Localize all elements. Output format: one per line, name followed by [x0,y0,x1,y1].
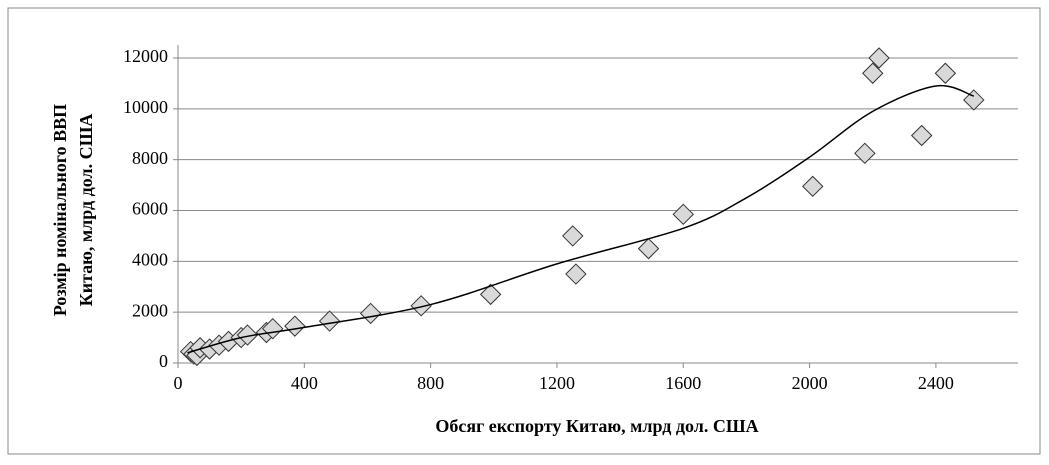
scatter-point [262,317,284,340]
scatter-point [479,283,502,306]
scatter-point [562,225,584,247]
y-tick-label: 8000 [132,148,168,168]
x-tick-label: 2000 [792,373,828,393]
y-tick-label: 2000 [132,300,168,320]
scatter-point [637,237,660,260]
x-tick-label: 400 [291,373,318,393]
y-axis-label: Розмір номінального ВВП [50,104,70,316]
scatter-point [910,124,933,147]
y-tick-label: 6000 [132,199,168,219]
scatter-point [236,324,259,346]
scatter-point [565,263,587,285]
scatter-point [284,315,306,337]
y-tick-label: 0 [159,351,168,371]
scatter-point [868,47,890,69]
y-tick-label: 12000 [123,46,168,66]
scatter-point [802,175,824,198]
scatter-point [934,62,957,84]
scatter-point [854,142,876,165]
x-tick-label: 800 [417,373,444,393]
scatter-point [318,310,341,332]
x-tick-label: 1200 [539,373,575,393]
x-axis-label: Обсяг експорту Китаю, млрд дол. США [435,416,758,436]
y-axis-label: Китаю, млрд дол. США [76,114,96,307]
x-tick-label: 2400 [918,373,954,393]
x-tick-label: 1600 [665,373,701,393]
scatter-point [410,295,432,317]
chart-frame [7,7,1041,455]
scatter-point [359,302,382,325]
scatter-point [672,203,694,226]
trendline [187,84,975,354]
x-tick-label: 0 [174,373,183,393]
scatter-point [963,89,985,111]
y-tick-label: 4000 [132,249,168,269]
y-tick-label: 10000 [123,97,168,117]
scatter-point [862,62,884,84]
